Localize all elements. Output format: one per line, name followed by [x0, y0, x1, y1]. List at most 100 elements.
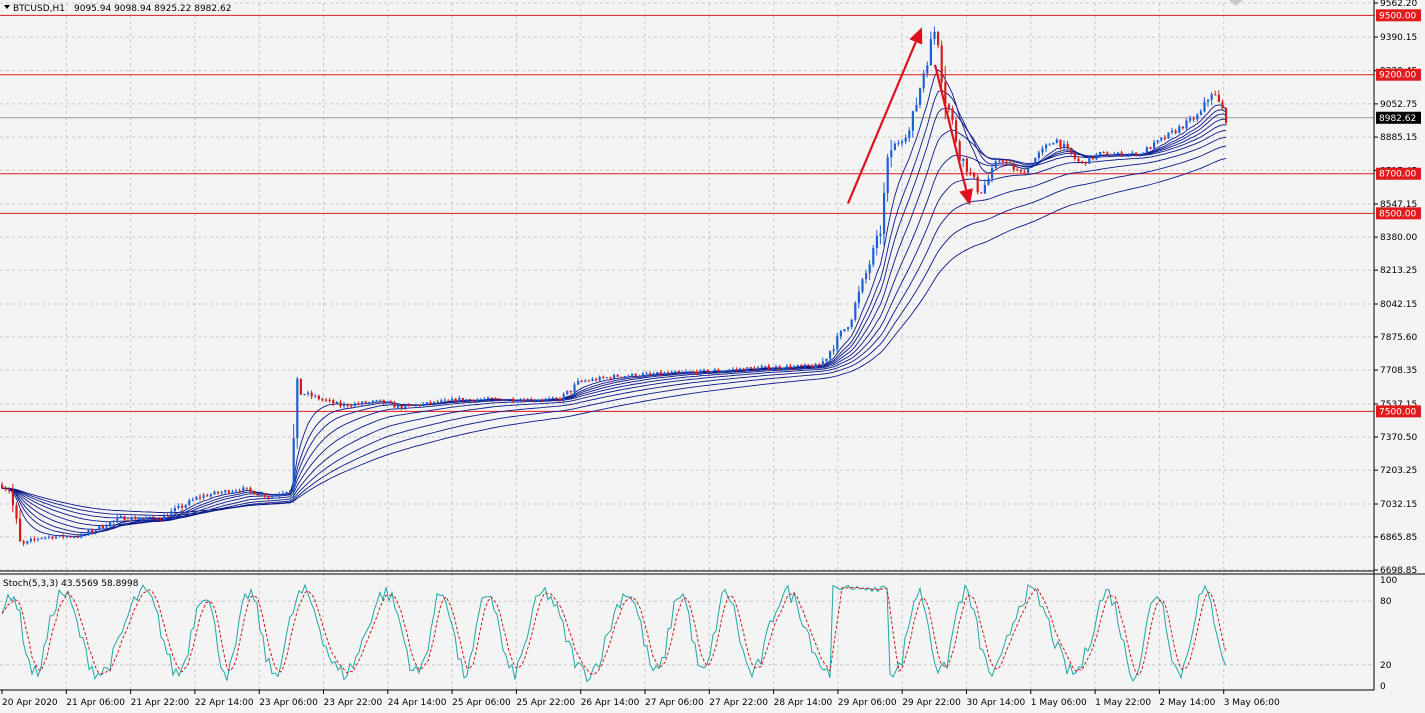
candle-body — [1063, 143, 1066, 148]
candle-body — [101, 525, 104, 529]
candle-body — [490, 397, 493, 399]
candle-body — [1149, 147, 1152, 150]
candle-body — [1019, 169, 1022, 172]
price-tick-label: 9052.75 — [1380, 100, 1417, 110]
candle-body — [224, 490, 227, 493]
candle-body — [1160, 137, 1163, 141]
candle-body — [285, 491, 288, 494]
candle-body — [1081, 161, 1084, 163]
candle-body — [29, 538, 32, 542]
candle-body — [1163, 137, 1166, 139]
candle-body — [699, 369, 702, 374]
candle-body — [958, 141, 961, 161]
candle-body — [469, 399, 472, 401]
candle-body — [1120, 152, 1123, 156]
price-tick-label: 7203.25 — [1380, 466, 1417, 476]
candle-body — [555, 397, 558, 399]
candle-body — [1009, 162, 1012, 164]
candle-body — [523, 399, 526, 402]
chart-frame — [0, 0, 1425, 691]
level-tag — [1376, 405, 1421, 418]
candle-body — [105, 526, 108, 529]
candle-body — [267, 496, 270, 498]
candle-body — [991, 167, 994, 179]
candle-body — [429, 402, 432, 404]
candle-body — [526, 398, 529, 402]
candlestick-series — [1, 26, 1228, 547]
candle-body — [753, 367, 756, 370]
candle-body — [364, 401, 367, 404]
candle-body — [533, 400, 536, 402]
time-tick-label: 25 Apr 06:00 — [452, 698, 511, 708]
candle-body — [1156, 140, 1159, 143]
candle-body — [433, 401, 436, 404]
level-tag-label: 9500.00 — [1379, 11, 1416, 21]
candle-body — [580, 380, 583, 382]
candle-body — [515, 401, 518, 403]
candle-body — [87, 530, 90, 534]
candle-body — [713, 369, 716, 372]
candle-body — [883, 192, 886, 234]
candle-body — [1016, 169, 1019, 171]
candle-body — [141, 518, 144, 520]
candle-body — [659, 371, 662, 375]
candle-body — [551, 397, 554, 399]
level-tag — [1376, 167, 1421, 180]
time-axis[interactable]: 20 Apr 2020 21 Apr 06:00 21 Apr 22:00 22 Ap… — [1, 690, 1280, 708]
time-tick-label: 29 Apr 22:00 — [902, 698, 961, 708]
candle-body — [800, 365, 803, 367]
candle-body — [292, 438, 295, 491]
candle-body — [829, 351, 832, 359]
candle-body — [1012, 163, 1015, 170]
level-tag-label: 7500.00 — [1379, 407, 1416, 417]
arrow-shaft — [846, 41, 917, 204]
ohlc-values: 9095.94 9098.94 8925.22 8982.62 — [74, 4, 231, 14]
candle-body — [1, 484, 4, 489]
candle-body — [929, 39, 932, 66]
candle-body — [562, 394, 565, 401]
candle-body — [670, 371, 673, 374]
candle-body — [260, 493, 263, 496]
candle-body — [119, 516, 122, 518]
scroll-indicator[interactable] — [1229, 0, 1243, 6]
candle-body — [559, 398, 562, 401]
candle-body — [418, 404, 421, 406]
candle-body — [1196, 114, 1199, 120]
scroll-marker-icon[interactable] — [1229, 0, 1243, 6]
candle-body — [83, 533, 86, 535]
candle-body — [785, 365, 788, 369]
candle-body — [1199, 111, 1202, 115]
candle-body — [278, 494, 281, 496]
candle-body — [512, 398, 515, 402]
dropdown-triangle-icon[interactable] — [4, 5, 10, 9]
candle-body — [872, 248, 875, 265]
candle-body — [821, 361, 824, 366]
candle-body — [253, 490, 256, 495]
candle-body — [901, 141, 904, 144]
candle-body — [454, 398, 457, 402]
candle-body — [397, 405, 400, 408]
candle-body — [742, 368, 745, 371]
candle-body — [37, 538, 40, 540]
price-tick-label: 8042.15 — [1380, 300, 1417, 310]
candle-body — [303, 394, 306, 396]
candle-body — [339, 402, 342, 407]
level-tag-label: 8500.00 — [1379, 209, 1416, 219]
candle-body — [195, 497, 198, 500]
candle-body — [393, 402, 396, 408]
candle-body — [1005, 161, 1008, 163]
candle-body — [969, 171, 972, 173]
price-axis[interactable]: 9562.209390.159220.459052.758885.158717.… — [1374, 0, 1417, 576]
stoch-scale-label: 80 — [1380, 597, 1392, 607]
candle-body — [350, 405, 353, 407]
price-tick-label: 8213.25 — [1380, 266, 1417, 276]
time-tick-label: 23 Apr 22:00 — [324, 698, 383, 708]
candle-body — [263, 493, 266, 497]
candle-body — [530, 398, 533, 401]
candle-body — [836, 336, 839, 350]
price-tick-label: 6698.85 — [1380, 566, 1417, 576]
candle-body — [850, 319, 853, 328]
moving-average-line — [1, 118, 1227, 530]
time-tick-label: 22 Apr 14:00 — [195, 698, 254, 708]
